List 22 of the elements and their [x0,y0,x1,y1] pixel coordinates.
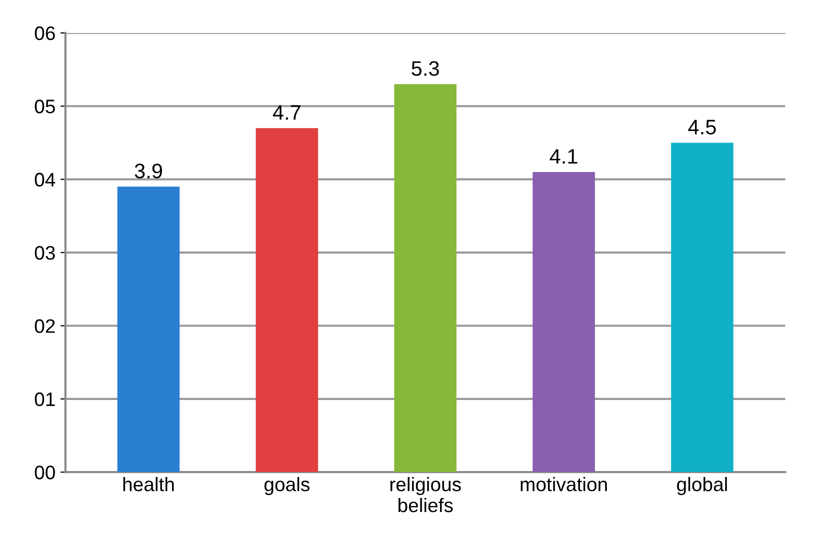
bar [394,84,457,472]
x-tick-label: motivation [520,477,607,492]
y-tick-label: 05 [34,100,55,114]
y-tick-label: 06 [34,26,55,40]
y-tick-label: 00 [34,466,55,480]
x-tick-label: religious beliefs [390,477,461,512]
x-tick-label: global [677,477,727,496]
bar [532,172,595,472]
x-tick-label: health [123,477,174,492]
y-tick-label: 01 [34,392,55,406]
y-tick-label: 04 [34,172,56,187]
bar [671,142,734,472]
data-label: 5.3 [412,61,439,76]
data-label: 4.7 [272,105,300,120]
bar [256,128,318,472]
y-tick-label: 02 [34,319,55,333]
bar [117,186,180,472]
data-label: 3.9 [134,164,162,178]
y-tick-label: 03 [34,246,55,260]
data-label: 4.5 [688,120,716,134]
data-label: 4.1 [550,149,578,164]
x-tick-label: goals [264,477,310,496]
